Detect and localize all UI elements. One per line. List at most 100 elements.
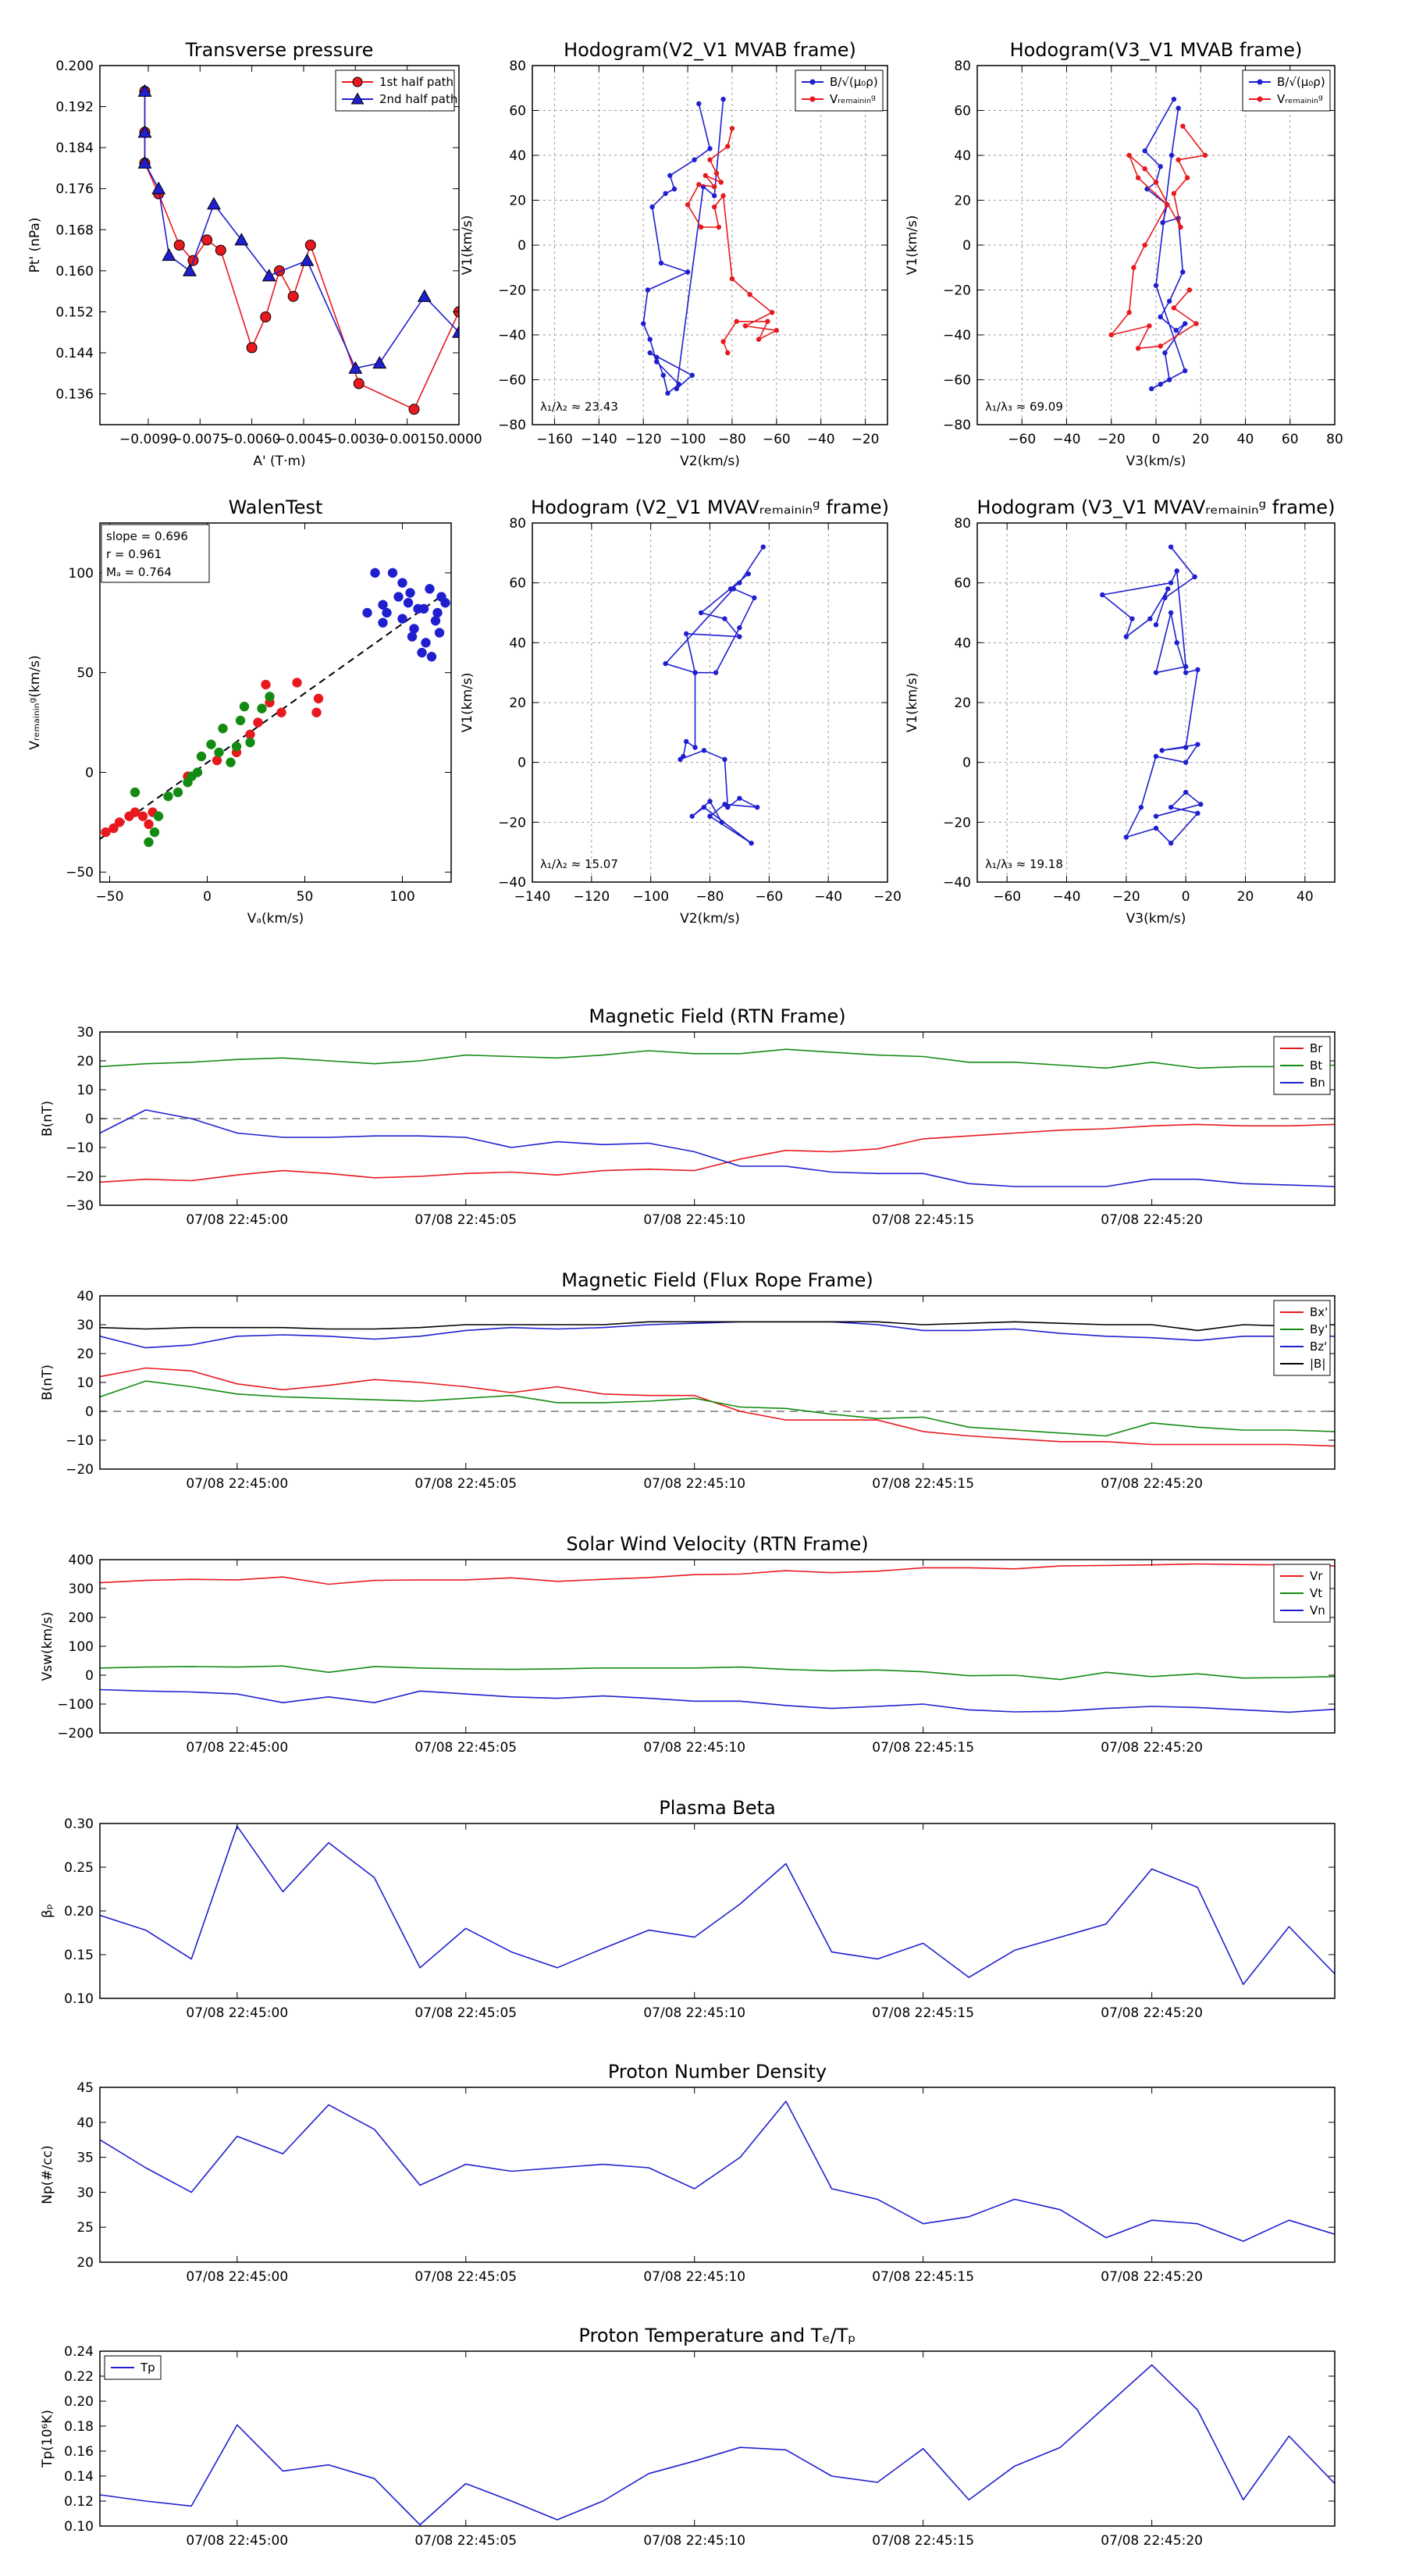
data-point (287, 290, 299, 302)
chart-title: Plasma Beta (659, 1797, 775, 1819)
data-point (183, 263, 197, 276)
series-tp (100, 2364, 1335, 2526)
y-tick-label: 45 (76, 2080, 94, 2096)
data-point (737, 795, 742, 801)
y-tick-label: 0.30 (64, 1816, 94, 1832)
series-bn (100, 1109, 1335, 1187)
y-tick-label: 0.176 (55, 182, 94, 197)
series-b (1142, 96, 1188, 392)
data-point (667, 173, 673, 179)
data-point (1192, 574, 1197, 580)
data-point (311, 707, 322, 718)
data-point (245, 737, 255, 748)
data-point (276, 707, 286, 718)
data-point (671, 186, 678, 192)
y-axis-label: Vᵣₑₘₐᵢₙᵢₙᵍ(km/s) (27, 655, 43, 749)
x-tick-label: 07/08 22:45:05 (414, 2005, 517, 2021)
data-point (1162, 350, 1168, 356)
series-np (100, 2101, 1335, 2242)
series-beta (100, 1825, 1335, 1985)
series-line (100, 1380, 1335, 1437)
data-point (1168, 580, 1174, 585)
data-point (1153, 180, 1159, 185)
x-tick-label: 50 (297, 889, 314, 905)
data-point (130, 807, 140, 817)
y-axis-label: Np(#/cc) (40, 2145, 55, 2204)
data-point (647, 336, 653, 342)
data-point (692, 670, 698, 675)
data-point (720, 339, 726, 344)
x-tick-label: −120 (573, 889, 610, 905)
y-tick-label: 10 (76, 1083, 94, 1098)
chart-title: Hodogram(V2_V1 MVAB frame) (564, 39, 856, 61)
y-tick-label: −10 (66, 1140, 94, 1156)
legend-label: Tp (140, 2361, 155, 2375)
series-by (100, 1380, 1335, 1437)
data-point (713, 170, 720, 176)
data-point (137, 811, 148, 821)
y-tick-label: 0 (85, 1404, 94, 1420)
data-point (1142, 242, 1147, 248)
data-point (108, 823, 119, 834)
series-line (100, 2364, 1335, 2526)
x-axis-label: V2(km/s) (680, 911, 740, 927)
y-axis-label: V1(km/s) (460, 673, 475, 733)
legend-label: Bx' (1310, 1305, 1328, 1319)
series-vn (100, 1688, 1335, 1713)
x-tick-label: 20 (1237, 889, 1254, 905)
data-point (1135, 175, 1141, 180)
y-tick-label: 20 (76, 1347, 94, 1362)
data-point (1171, 96, 1177, 102)
y-tick-label: 35 (76, 2151, 94, 2166)
legend-marker (350, 92, 365, 105)
data-point (707, 157, 713, 162)
series-line (144, 91, 459, 369)
y-tick-label: −80 (498, 418, 526, 433)
data-point (378, 617, 388, 628)
data-point (144, 819, 154, 830)
y-tick-label: 80 (509, 516, 526, 532)
x-axis-label: A' (T·m) (253, 454, 305, 469)
legend: 1st half path 2nd half path (335, 69, 457, 112)
legend: Tp (104, 2355, 162, 2380)
x-tick-label: −20 (873, 889, 902, 905)
chart-np: Proton Number Density 20 25 30 35 40 45 07/08 2… (40, 2061, 1336, 2285)
x-tick-label: −0.0015 (379, 432, 436, 447)
data-point (206, 197, 221, 210)
x-tick-label: 0 (1152, 432, 1161, 447)
data-point (678, 756, 683, 763)
x-tick-label: 07/08 22:45:05 (414, 1212, 517, 1228)
data-point (1183, 760, 1189, 765)
data-point (729, 276, 735, 282)
data-point (417, 289, 432, 302)
series-vr (100, 1563, 1335, 1585)
y-tick-label: 80 (509, 59, 526, 74)
y-tick-label: −20 (498, 283, 526, 299)
y-tick-label: 0.25 (64, 1860, 94, 1876)
data-point (1168, 804, 1174, 810)
data-point (261, 269, 276, 282)
data-point (403, 597, 414, 608)
data-point (1176, 157, 1181, 162)
y-tick-label: −40 (943, 875, 971, 891)
y-axis-label: Pt' (nPa) (27, 218, 43, 273)
data-point (304, 240, 316, 251)
y-tick-label: 0.184 (55, 141, 94, 156)
x-tick-label: 80 (1326, 432, 1343, 447)
data-point (774, 328, 780, 333)
data-point (151, 181, 166, 194)
series-vt (100, 1665, 1335, 1681)
series-line (100, 1825, 1335, 1985)
x-tick-label: −60 (763, 432, 791, 447)
chart-walen: WalenTest −50 0 50 100 −50 0 50 100 Vₐ(km/s) Vᵣₑₘₐ… (27, 496, 452, 927)
data-point (201, 234, 213, 246)
x-tick-label: 07/08 22:45:15 (872, 1212, 974, 1228)
legend-label: Vt (1310, 1586, 1322, 1600)
x-tick-label: 07/08 22:45:05 (414, 2269, 517, 2285)
data-point (645, 287, 651, 293)
x-tick-label: 07/08 22:45:05 (414, 2533, 517, 2549)
y-axis-label: B(nT) (40, 1364, 55, 1400)
data-point (1168, 840, 1174, 846)
data-point (163, 791, 173, 802)
data-point (378, 600, 388, 610)
